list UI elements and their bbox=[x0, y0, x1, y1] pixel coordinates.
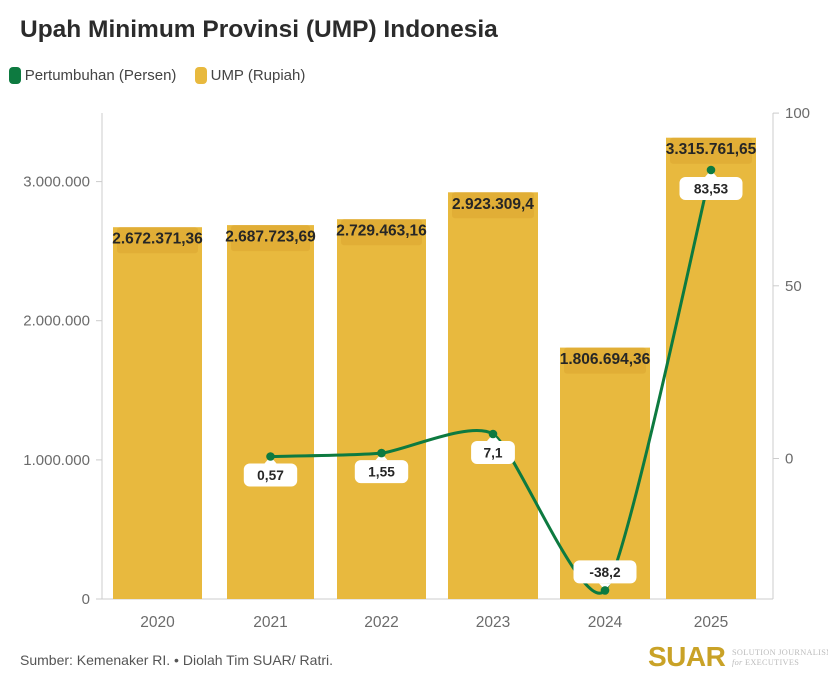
svg-text:100: 100 bbox=[785, 105, 810, 122]
svg-text:2.687.723,69: 2.687.723,69 bbox=[225, 229, 316, 246]
svg-text:for EXECUTIVES: for EXECUTIVES bbox=[732, 658, 799, 667]
svg-text:1,55: 1,55 bbox=[368, 465, 395, 480]
svg-text:2020: 2020 bbox=[140, 614, 175, 631]
svg-text:0: 0 bbox=[82, 591, 90, 608]
svg-text:2.729.463,16: 2.729.463,16 bbox=[336, 223, 427, 240]
svg-text:2024: 2024 bbox=[588, 614, 623, 631]
svg-text:2022: 2022 bbox=[364, 614, 398, 631]
svg-text:2023: 2023 bbox=[476, 614, 510, 631]
svg-text:0,57: 0,57 bbox=[257, 468, 284, 483]
svg-text:-38,2: -38,2 bbox=[589, 565, 621, 580]
svg-text:3.315.761,65: 3.315.761,65 bbox=[666, 141, 757, 158]
svg-text:2021: 2021 bbox=[253, 614, 287, 631]
svg-text:50: 50 bbox=[785, 278, 802, 295]
svg-text:0: 0 bbox=[785, 451, 793, 468]
svg-text:7,1: 7,1 bbox=[483, 446, 502, 461]
svg-text:SUAR: SUAR bbox=[648, 641, 726, 670]
svg-text:1.000.000: 1.000.000 bbox=[23, 452, 90, 469]
svg-text:2.923.309,4: 2.923.309,4 bbox=[452, 196, 534, 213]
svg-text:2.672.371,36: 2.672.371,36 bbox=[112, 231, 203, 248]
svg-text:SOLUTION JOURNALISM: SOLUTION JOURNALISM bbox=[732, 648, 828, 657]
svg-text:3.000.000: 3.000.000 bbox=[23, 174, 90, 191]
svg-text:1.806.694,36: 1.806.694,36 bbox=[560, 351, 651, 368]
svg-text:2.000.000: 2.000.000 bbox=[23, 313, 90, 330]
svg-text:83,53: 83,53 bbox=[694, 182, 729, 197]
